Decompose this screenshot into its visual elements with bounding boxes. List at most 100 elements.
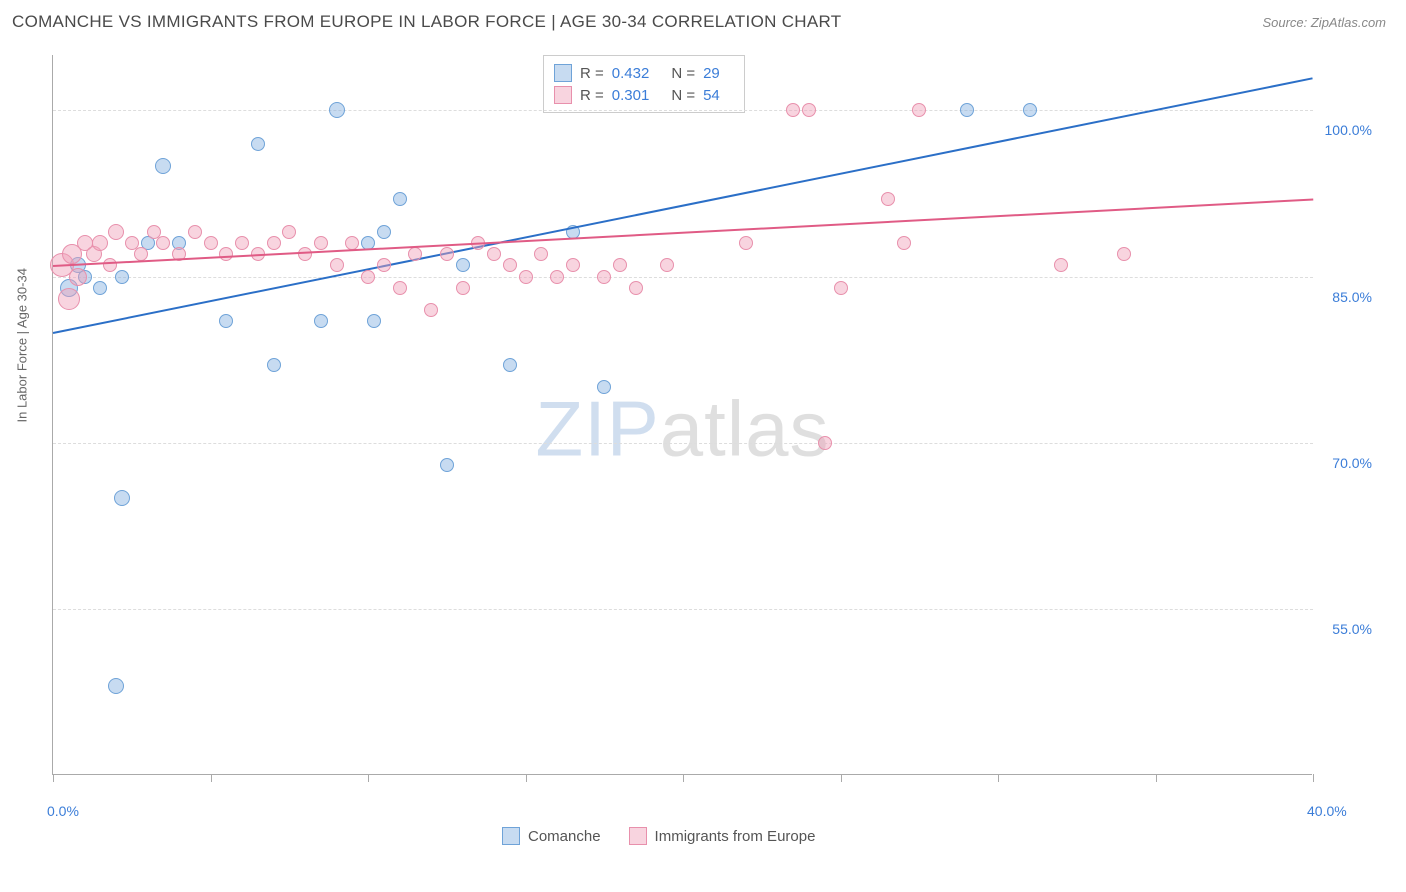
scatter-point <box>834 281 848 295</box>
chart-container: ZIPatlas R = 0.432 N = 29 R = 0.301 N = … <box>52 55 1362 805</box>
scatter-point <box>897 236 911 250</box>
y-tick-label: 100.0% <box>1325 122 1372 138</box>
legend-label-immigrants: Immigrants from Europe <box>655 828 816 845</box>
scatter-point <box>251 137 265 151</box>
series-legend: Comanche Immigrants from Europe <box>502 827 815 845</box>
scatter-point <box>456 258 470 272</box>
scatter-point <box>487 247 501 261</box>
scatter-point <box>103 258 117 272</box>
scatter-point <box>314 314 328 328</box>
scatter-point <box>155 158 171 174</box>
x-tick <box>683 774 684 782</box>
gridline <box>53 443 1313 444</box>
chart-header: COMANCHE VS IMMIGRANTS FROM EUROPE IN LA… <box>0 0 1406 40</box>
scatter-point <box>393 192 407 206</box>
scatter-point <box>818 436 832 450</box>
scatter-point <box>69 268 87 286</box>
scatter-point <box>329 102 345 118</box>
gridline <box>53 609 1313 610</box>
r-value-immigrants: 0.301 <box>612 87 650 104</box>
x-tick <box>1313 774 1314 782</box>
n-value-comanche: 29 <box>703 65 720 82</box>
scatter-point <box>440 247 454 261</box>
scatter-point <box>519 270 533 284</box>
scatter-point <box>282 225 296 239</box>
chart-source: Source: ZipAtlas.com <box>1262 15 1386 30</box>
legend-row-comanche: R = 0.432 N = 29 <box>554 62 734 84</box>
scatter-point <box>298 247 312 261</box>
y-axis-label: In Labor Force | Age 30-34 <box>15 268 30 422</box>
swatch-comanche-bottom <box>502 827 520 845</box>
scatter-point <box>267 236 281 250</box>
x-tick-label: 0.0% <box>47 803 79 819</box>
scatter-point <box>58 288 80 310</box>
scatter-point <box>613 258 627 272</box>
scatter-point <box>267 358 281 372</box>
scatter-point <box>377 225 391 239</box>
x-tick-label: 40.0% <box>1307 803 1347 819</box>
scatter-point <box>330 258 344 272</box>
scatter-point <box>93 281 107 295</box>
scatter-point <box>108 678 124 694</box>
gridline <box>53 277 1313 278</box>
watermark: ZIPatlas <box>535 383 829 474</box>
scatter-point <box>912 103 926 117</box>
scatter-point <box>1023 103 1037 117</box>
swatch-immigrants <box>554 86 572 104</box>
scatter-point <box>739 236 753 250</box>
trend-line <box>53 77 1313 334</box>
scatter-point <box>188 225 202 239</box>
legend-item-comanche: Comanche <box>502 827 601 845</box>
swatch-comanche <box>554 64 572 82</box>
n-value-immigrants: 54 <box>703 87 720 104</box>
watermark-part1: ZIP <box>535 384 659 472</box>
gridline <box>53 110 1313 111</box>
scatter-point <box>1054 258 1068 272</box>
scatter-point <box>960 103 974 117</box>
scatter-point <box>408 247 422 261</box>
scatter-point <box>550 270 564 284</box>
scatter-point <box>219 247 233 261</box>
y-tick-label: 85.0% <box>1332 289 1372 305</box>
r-value-comanche: 0.432 <box>612 65 650 82</box>
legend-row-immigrants: R = 0.301 N = 54 <box>554 84 734 106</box>
y-tick-label: 70.0% <box>1332 455 1372 471</box>
scatter-point <box>361 270 375 284</box>
y-tick-label: 55.0% <box>1332 621 1372 637</box>
scatter-point <box>367 314 381 328</box>
correlation-legend: R = 0.432 N = 29 R = 0.301 N = 54 <box>543 55 745 113</box>
scatter-point <box>566 258 580 272</box>
scatter-point <box>92 235 108 251</box>
legend-item-immigrants: Immigrants from Europe <box>629 827 816 845</box>
x-tick <box>841 774 842 782</box>
chart-title: COMANCHE VS IMMIGRANTS FROM EUROPE IN LA… <box>12 12 841 32</box>
scatter-point <box>629 281 643 295</box>
x-tick <box>211 774 212 782</box>
plot-area: ZIPatlas R = 0.432 N = 29 R = 0.301 N = … <box>52 55 1312 775</box>
scatter-point <box>881 192 895 206</box>
scatter-point <box>802 103 816 117</box>
scatter-point <box>660 258 674 272</box>
scatter-point <box>456 281 470 295</box>
x-tick <box>1156 774 1157 782</box>
x-tick <box>53 774 54 782</box>
scatter-point <box>424 303 438 317</box>
legend-label-comanche: Comanche <box>528 828 601 845</box>
scatter-point <box>314 236 328 250</box>
scatter-point <box>503 258 517 272</box>
scatter-point <box>503 358 517 372</box>
x-tick <box>368 774 369 782</box>
x-tick <box>998 774 999 782</box>
watermark-part2: atlas <box>660 384 830 472</box>
scatter-point <box>219 314 233 328</box>
scatter-point <box>204 236 218 250</box>
scatter-point <box>597 270 611 284</box>
swatch-immigrants-bottom <box>629 827 647 845</box>
scatter-point <box>115 270 129 284</box>
x-tick <box>526 774 527 782</box>
scatter-point <box>114 490 130 506</box>
scatter-point <box>235 236 249 250</box>
scatter-point <box>440 458 454 472</box>
scatter-point <box>1117 247 1131 261</box>
scatter-point <box>534 247 548 261</box>
